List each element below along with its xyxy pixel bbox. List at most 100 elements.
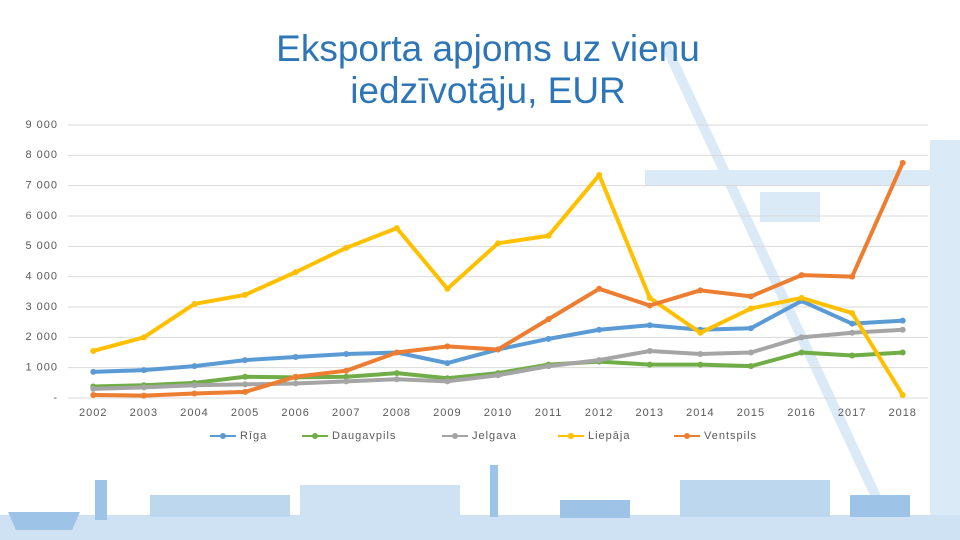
point-marker bbox=[697, 361, 704, 368]
point-marker bbox=[798, 334, 805, 341]
point-marker bbox=[444, 343, 451, 350]
point-marker bbox=[646, 347, 653, 354]
legend-marker bbox=[684, 433, 690, 439]
point-marker bbox=[747, 293, 754, 300]
point-marker bbox=[899, 159, 906, 166]
point-marker bbox=[191, 390, 198, 397]
point-marker bbox=[90, 391, 97, 398]
point-marker bbox=[242, 291, 249, 298]
point-marker bbox=[747, 305, 754, 312]
point-marker bbox=[444, 360, 451, 367]
point-marker bbox=[798, 349, 805, 356]
series-line bbox=[93, 298, 903, 374]
point-marker bbox=[849, 352, 856, 359]
point-marker bbox=[140, 334, 147, 341]
point-marker bbox=[545, 232, 552, 239]
x-tick-label: 2002 bbox=[79, 407, 107, 419]
point-marker bbox=[90, 368, 97, 375]
x-tick-label: 2007 bbox=[332, 407, 360, 419]
point-marker bbox=[343, 367, 350, 374]
y-tick-label: 9 000 bbox=[25, 119, 58, 131]
point-marker bbox=[646, 322, 653, 329]
chart-title: Eksporta apjoms uz vienu iedzīvotāju, EU… bbox=[276, 28, 700, 111]
x-tick-label: 2014 bbox=[686, 407, 714, 419]
point-marker bbox=[697, 287, 704, 294]
point-marker bbox=[747, 349, 754, 356]
point-marker bbox=[292, 269, 299, 276]
x-tick-label: 2018 bbox=[888, 407, 916, 419]
point-marker bbox=[495, 372, 501, 379]
x-tick-label: 2012 bbox=[585, 407, 613, 419]
point-marker bbox=[596, 172, 603, 179]
point-marker bbox=[596, 357, 603, 364]
point-marker bbox=[899, 391, 906, 398]
point-marker bbox=[343, 351, 350, 358]
x-tick-label: 2008 bbox=[383, 407, 411, 419]
point-marker bbox=[343, 244, 350, 251]
x-tick-label: 2010 bbox=[484, 407, 512, 419]
legend-label: Rīga bbox=[240, 430, 267, 442]
y-tick-label: 3 000 bbox=[25, 301, 58, 313]
point-marker bbox=[343, 378, 350, 385]
point-marker bbox=[849, 320, 856, 327]
point-marker bbox=[140, 384, 147, 391]
y-tick-label: 5 000 bbox=[25, 240, 58, 252]
point-marker bbox=[545, 335, 552, 342]
point-marker bbox=[747, 363, 754, 370]
legend-marker bbox=[220, 433, 226, 439]
point-marker bbox=[596, 326, 603, 333]
point-marker bbox=[849, 310, 856, 317]
point-marker bbox=[899, 317, 906, 324]
legend-label: Jelgava bbox=[472, 430, 517, 442]
x-tick-label: 2006 bbox=[281, 407, 309, 419]
x-tick-label: 2013 bbox=[636, 407, 664, 419]
legend-marker bbox=[452, 433, 458, 439]
point-marker bbox=[444, 285, 451, 292]
point-marker bbox=[191, 363, 198, 370]
point-marker bbox=[191, 300, 198, 307]
background-illustration bbox=[0, 42, 960, 540]
point-marker bbox=[393, 349, 400, 356]
x-tick-label: 2017 bbox=[838, 407, 866, 419]
point-marker bbox=[798, 294, 805, 301]
y-tick-label: 1 000 bbox=[25, 362, 58, 374]
point-marker bbox=[292, 354, 299, 361]
point-marker bbox=[191, 382, 198, 389]
point-marker bbox=[798, 272, 805, 279]
legend-label: Daugavpils bbox=[332, 430, 396, 442]
legend-label: Ventspils bbox=[704, 430, 757, 442]
point-marker bbox=[849, 329, 856, 336]
legend-label: Liepāja bbox=[588, 430, 630, 442]
point-marker bbox=[697, 329, 704, 336]
x-tick-label: 2003 bbox=[130, 407, 158, 419]
y-tick-label: 2 000 bbox=[25, 331, 58, 343]
x-tick-label: 2016 bbox=[787, 407, 815, 419]
point-marker bbox=[495, 346, 501, 353]
x-tick-label: 2004 bbox=[180, 407, 208, 419]
x-tick-label: 2015 bbox=[737, 407, 765, 419]
point-marker bbox=[646, 302, 653, 309]
point-marker bbox=[292, 380, 299, 387]
y-tick-label: 4 000 bbox=[25, 271, 58, 283]
x-tick-label: 2009 bbox=[433, 407, 461, 419]
point-marker bbox=[90, 347, 97, 354]
y-tick-label: 8 000 bbox=[25, 149, 58, 161]
y-tick-label: - bbox=[53, 392, 58, 404]
point-marker bbox=[444, 378, 451, 385]
point-marker bbox=[849, 273, 856, 280]
point-marker bbox=[545, 363, 552, 370]
series-line bbox=[93, 350, 903, 389]
point-marker bbox=[393, 225, 400, 232]
point-marker bbox=[899, 349, 906, 356]
point-marker bbox=[899, 326, 906, 333]
point-marker bbox=[242, 388, 249, 395]
y-tick-label: 7 000 bbox=[25, 180, 58, 192]
point-marker bbox=[646, 361, 653, 368]
point-marker bbox=[140, 367, 147, 374]
point-marker bbox=[343, 373, 350, 380]
point-marker bbox=[140, 392, 147, 399]
point-marker bbox=[545, 316, 552, 323]
x-tick-label: 2011 bbox=[535, 407, 563, 419]
